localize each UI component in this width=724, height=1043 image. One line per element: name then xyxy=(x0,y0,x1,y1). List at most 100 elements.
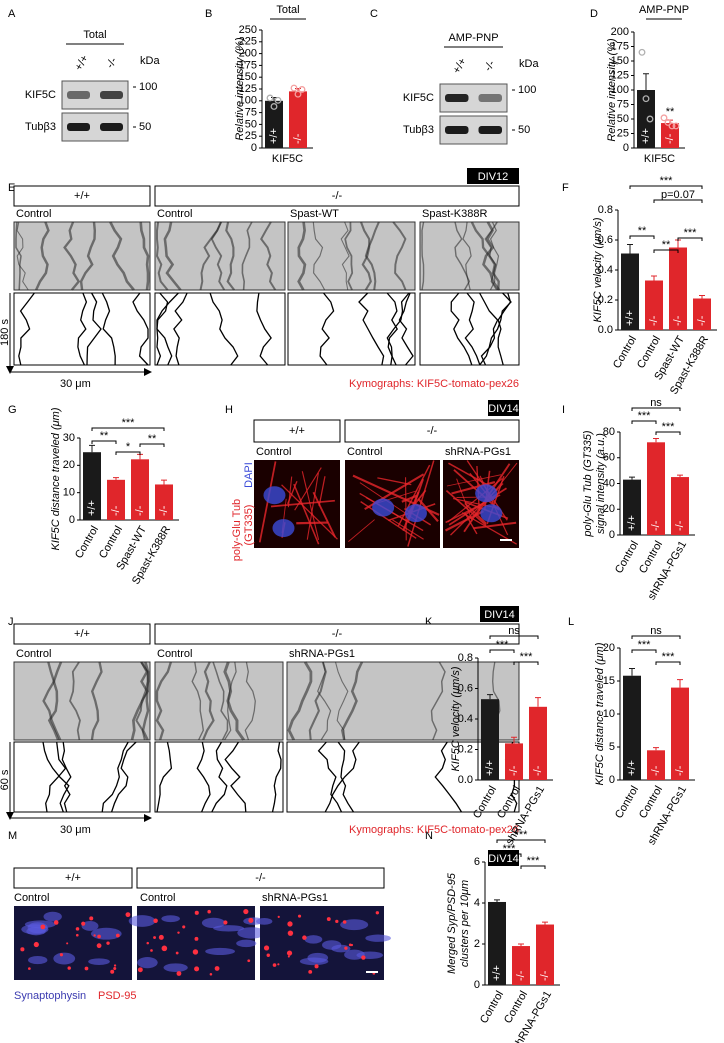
genotype: +/+ xyxy=(65,872,81,884)
panel-label: L xyxy=(568,616,574,628)
kymograph-streak xyxy=(317,661,332,741)
microtubule xyxy=(296,521,328,525)
trace xyxy=(358,292,385,366)
psd95-punctum xyxy=(272,963,277,967)
y-tick-label: 0 xyxy=(623,142,629,154)
trace-box xyxy=(286,741,520,813)
synaptophysin xyxy=(322,940,342,950)
genotype-box xyxy=(136,867,385,889)
bar xyxy=(621,253,639,330)
bar xyxy=(529,706,547,780)
stain-label: (GT335) xyxy=(243,505,255,546)
blot-band xyxy=(100,123,123,131)
synaptophysin xyxy=(28,955,48,965)
significance: ns xyxy=(508,625,520,637)
psd95-punctum xyxy=(158,934,164,940)
error-bar xyxy=(653,437,659,443)
synaptophysin xyxy=(340,919,369,931)
microtubule xyxy=(360,501,417,539)
y-tick-label: 15 xyxy=(603,675,615,687)
kymograph-streak xyxy=(90,661,103,741)
psd95-punctum xyxy=(308,969,313,974)
psd95-punctum xyxy=(125,912,131,918)
error-bar xyxy=(629,667,635,676)
panel-label: G xyxy=(8,404,17,416)
trace xyxy=(319,292,335,366)
bar xyxy=(669,247,687,330)
psd95-punctum xyxy=(194,936,199,941)
trace xyxy=(156,292,179,366)
bar xyxy=(265,100,283,148)
significance: ** xyxy=(666,106,675,118)
microtubule xyxy=(392,519,424,540)
y-tick-label: 175 xyxy=(239,59,257,71)
psd95-punctum xyxy=(28,967,31,970)
y-tick-label: 6 xyxy=(474,856,480,868)
blot-band xyxy=(445,94,469,102)
psd95-punctum xyxy=(266,953,270,957)
blot-title: AMP-PNP xyxy=(448,32,498,44)
panel-label: J xyxy=(8,616,14,628)
microtubule xyxy=(312,491,336,538)
bar-label: -/- xyxy=(674,765,686,776)
condition: Control xyxy=(157,648,192,660)
significance: ns xyxy=(650,625,662,637)
bar-label: +/+ xyxy=(626,760,638,776)
trace xyxy=(156,741,173,813)
marker: 50 xyxy=(518,124,530,136)
bar-label: -/- xyxy=(672,315,684,326)
significance: ** xyxy=(662,239,671,251)
kymograph-streak xyxy=(308,661,327,741)
condition: Control xyxy=(157,208,192,220)
psd95-punctum xyxy=(277,963,280,966)
bracket xyxy=(631,420,657,424)
microtubule xyxy=(318,476,326,507)
bracket xyxy=(513,661,539,665)
chart-title: Total xyxy=(276,4,299,16)
microtubule xyxy=(473,521,517,530)
bracket xyxy=(489,649,515,653)
kymograph-streak xyxy=(430,661,446,741)
psd95-punctum xyxy=(59,953,63,957)
tag: DIV14 xyxy=(484,609,515,621)
psd95-punctum xyxy=(113,967,117,971)
y-tick-label: 30 xyxy=(63,432,75,444)
psd95-punctum xyxy=(248,917,254,923)
psd95-punctum xyxy=(66,942,69,945)
psd95-punctum xyxy=(207,909,211,914)
significance: * xyxy=(126,441,131,453)
error-bar xyxy=(487,694,493,700)
bar-label: +/+ xyxy=(624,310,636,326)
y-axis-label: Relative intensity (%) xyxy=(234,37,246,141)
error-bar xyxy=(643,73,649,90)
y-tick-label: 0.4 xyxy=(598,264,613,276)
microtubule xyxy=(306,472,319,540)
error-bar xyxy=(113,477,119,480)
y-tick-label: 75 xyxy=(245,107,257,119)
bracket xyxy=(655,661,681,665)
blot-band xyxy=(445,126,469,134)
y-tick-label: 20 xyxy=(603,503,615,515)
psd95-punctum xyxy=(223,920,228,925)
psd95-punctum xyxy=(161,945,168,952)
trace xyxy=(209,292,239,366)
trace xyxy=(324,741,360,813)
kymograph-streak xyxy=(155,221,169,291)
y-tick-label: 0 xyxy=(474,979,480,991)
bar xyxy=(505,743,523,780)
y-tick-label: 150 xyxy=(239,71,257,83)
micrograph xyxy=(14,906,132,980)
psd95-punctum xyxy=(243,908,249,915)
row-label: Tubβ3 xyxy=(403,124,434,136)
y-tick-label: 0.8 xyxy=(458,652,473,664)
bracket xyxy=(489,635,539,639)
panel-label: K xyxy=(425,616,433,628)
nucleus xyxy=(404,504,427,523)
bar-label: -/- xyxy=(532,765,544,776)
trace xyxy=(479,292,512,366)
psd95-punctum xyxy=(84,966,89,971)
psd95-punctum xyxy=(53,920,59,925)
data-point xyxy=(664,119,672,126)
y-tick-label: 0.2 xyxy=(458,743,473,755)
